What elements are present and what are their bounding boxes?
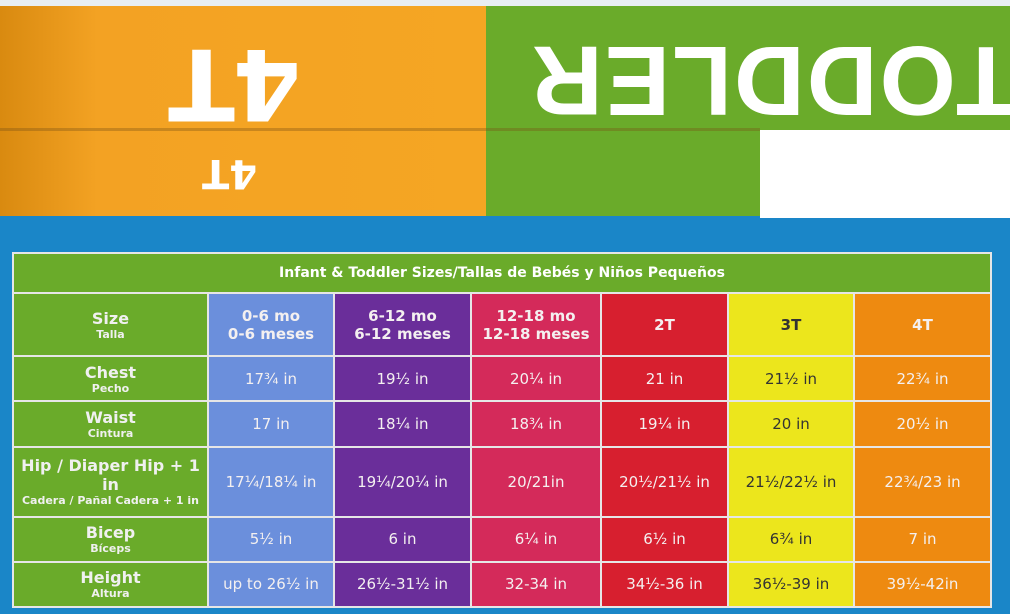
value-cell: 6¾ in (727, 515, 855, 563)
value-cell: 5½ in (207, 515, 335, 563)
value-cell: 22¾/23 in (852, 445, 993, 518)
row-label: Height (80, 568, 141, 588)
value-cell: 36½-39 in (727, 560, 855, 609)
value-cell: 6½ in (600, 515, 729, 563)
column-es: 6-12 meses (354, 324, 451, 343)
value-cell: 22¾ in (852, 355, 993, 403)
value-cell: 19¼ in (600, 400, 729, 448)
row-label-cell: Bicep Bíceps (12, 515, 209, 563)
column-header: 4T (852, 291, 993, 358)
value-cell: 32-34 in (470, 560, 602, 609)
table-row: Height Altura up to 26½ in 26½-31½ in 32-34 … (12, 560, 993, 609)
package-fold (0, 128, 760, 131)
value-cell: 18¼ in (333, 400, 472, 448)
value-cell: 17¾ in (207, 355, 335, 403)
row-label-cell: Chest Pecho (12, 355, 209, 403)
size-label-es: Talla (96, 327, 125, 341)
value-cell: 20½/21½ in (600, 445, 729, 518)
value-cell: 19½ in (333, 355, 472, 403)
column-en: 0-6 mo (241, 306, 301, 325)
column-header: 6-12 mo 6-12 meses (333, 291, 472, 358)
package-top-edge (0, 0, 1010, 8)
column-header: 0-6 mo 0-6 meses (207, 291, 335, 358)
value-cell: 6 in (333, 515, 472, 563)
table-row: Bicep Bíceps 5½ in 6 in 6¼ in 6½ in 6¾ in 7 in (12, 515, 993, 563)
column-en: 6-12 mo (368, 306, 437, 325)
header-row: Size Talla 0-6 mo 0-6 meses 6-12 mo 6-12 mes… (12, 291, 993, 358)
column-header: 3T (727, 291, 855, 358)
value-cell: 39½-42in (852, 560, 993, 609)
value-cell: up to 26½ in (207, 560, 335, 609)
column-en: 2T (654, 315, 675, 334)
row-label-es: Pecho (91, 381, 130, 395)
value-cell: 21½/22½ in (727, 445, 855, 518)
value-cell: 18¾ in (470, 400, 602, 448)
value-cell: 21½ in (727, 355, 855, 403)
table-title: Infant & Toddler Sizes/Tallas de Bebés y… (11, 252, 993, 294)
row-label: Bicep (85, 523, 136, 543)
column-es: 0-6 meses (227, 324, 315, 343)
table-row: Waist Cintura 17 in 18¼ in 18¾ in 19¼ in 20 in… (12, 400, 993, 448)
row-label: Chest (84, 362, 137, 382)
value-cell: 20¼ in (470, 355, 602, 403)
value-cell: 20/21in (470, 445, 602, 518)
torn-white-patch (760, 130, 1010, 218)
column-en: 3T (780, 315, 802, 334)
column-en: 12-18 mo (496, 306, 576, 325)
value-cell: 17 in (207, 400, 335, 448)
value-cell: 7 in (852, 515, 993, 563)
column-header: 2T (600, 291, 729, 358)
row-label-cell: Waist Cintura (12, 400, 209, 448)
value-cell: 34½-36 in (600, 560, 729, 609)
value-cell: 17¼/18¼ in (207, 445, 335, 518)
column-header: 12-18 mo 12-18 meses (470, 291, 602, 358)
row-label-es: Bíceps (90, 542, 131, 556)
value-cell: 6¼ in (470, 515, 602, 563)
value-cell: 21 in (600, 355, 729, 403)
row-label-cell: Hip / Diaper Hip + 1 in Cadera / Pañal Ca… (12, 445, 209, 518)
value-cell: 20 in (727, 400, 855, 448)
size-label-cell: Size Talla (12, 291, 209, 358)
column-es: 12-18 meses (482, 324, 590, 343)
row-label: Waist (85, 408, 136, 428)
value-cell: 19¼/20¼ in (333, 445, 472, 518)
row-label-es: Altura (91, 587, 130, 601)
table-row: Chest Pecho 17¾ in 19½ in 20¼ in 21 in 21½ in 2… (12, 355, 993, 403)
row-label-es: Cintura (87, 427, 134, 441)
table-row: Hip / Diaper Hip + 1 in Cadera / Pañal Ca… (12, 445, 993, 518)
column-en: 4T (912, 315, 933, 334)
row-label: Hip / Diaper Hip + 1 in (21, 456, 200, 495)
row-label-es: Cadera / Pañal Cadera + 1 in (21, 494, 200, 508)
size-big-text: 4T (170, 26, 302, 140)
value-cell: 26½-31½ in (333, 560, 472, 609)
size-label: Size (91, 308, 130, 328)
toddler-label: TODDLER (530, 26, 1010, 136)
size-chart-table: Infant & Toddler Sizes/Tallas de Bebés y… (11, 252, 993, 609)
row-label-cell: Height Altura (12, 560, 209, 609)
value-cell: 20½ in (852, 400, 993, 448)
size-small-text: 4T (202, 150, 258, 196)
orange-size-panel (0, 6, 486, 216)
